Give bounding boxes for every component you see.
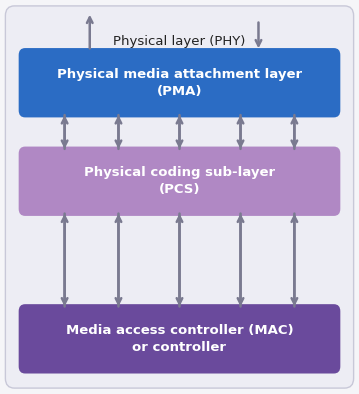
Text: Media access controller (MAC)
or controller: Media access controller (MAC) or control…	[66, 324, 293, 354]
FancyBboxPatch shape	[19, 147, 340, 216]
Text: Physical coding sub-layer
(PCS): Physical coding sub-layer (PCS)	[84, 166, 275, 196]
FancyBboxPatch shape	[5, 6, 354, 388]
FancyBboxPatch shape	[19, 304, 340, 374]
Text: Physical layer (PHY): Physical layer (PHY)	[113, 35, 246, 48]
FancyBboxPatch shape	[19, 48, 340, 117]
Text: Physical media attachment layer
(PMA): Physical media attachment layer (PMA)	[57, 68, 302, 98]
